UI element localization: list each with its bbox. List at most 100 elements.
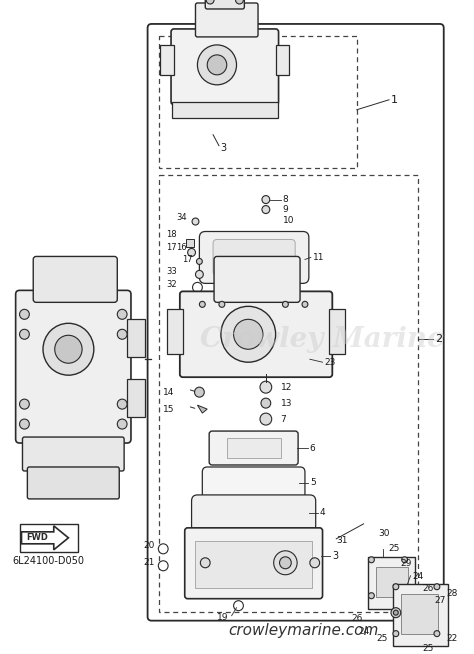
FancyBboxPatch shape: [180, 292, 332, 377]
Text: 9: 9: [283, 205, 288, 214]
FancyBboxPatch shape: [200, 232, 309, 283]
Circle shape: [117, 329, 127, 339]
Circle shape: [158, 544, 168, 554]
Circle shape: [188, 249, 195, 256]
Text: 3: 3: [220, 143, 226, 152]
Polygon shape: [21, 526, 68, 550]
Circle shape: [19, 419, 29, 429]
FancyBboxPatch shape: [33, 256, 117, 302]
Circle shape: [158, 560, 168, 571]
Text: 31: 31: [336, 536, 348, 545]
Circle shape: [391, 608, 401, 617]
FancyBboxPatch shape: [214, 256, 300, 302]
Text: 24: 24: [412, 572, 424, 581]
FancyBboxPatch shape: [191, 495, 316, 532]
Text: 7: 7: [281, 415, 286, 424]
Text: 21: 21: [144, 559, 155, 567]
Circle shape: [393, 610, 398, 615]
FancyBboxPatch shape: [205, 0, 245, 9]
Bar: [186, 239, 193, 247]
Text: 25: 25: [388, 544, 400, 553]
Circle shape: [192, 218, 199, 225]
Circle shape: [43, 323, 94, 375]
FancyBboxPatch shape: [185, 528, 322, 598]
Circle shape: [219, 301, 225, 307]
Circle shape: [302, 301, 308, 307]
Bar: [167, 309, 183, 354]
Circle shape: [234, 319, 263, 349]
Circle shape: [221, 306, 275, 362]
Text: 22: 22: [447, 634, 458, 643]
Bar: [368, 557, 415, 609]
Text: 5: 5: [310, 479, 316, 487]
Text: Crowley Marine: Crowley Marine: [200, 326, 445, 353]
Circle shape: [434, 584, 440, 590]
Bar: [195, 541, 312, 588]
Circle shape: [434, 630, 440, 636]
Text: 27: 27: [434, 596, 446, 605]
Circle shape: [19, 309, 29, 319]
Bar: [227, 438, 281, 458]
FancyBboxPatch shape: [202, 467, 305, 499]
FancyBboxPatch shape: [195, 3, 258, 37]
Text: 24: 24: [359, 627, 370, 636]
Circle shape: [117, 399, 127, 409]
FancyBboxPatch shape: [209, 431, 298, 465]
Bar: [172, 102, 278, 118]
Text: 13: 13: [281, 399, 292, 407]
Bar: [19, 524, 78, 552]
FancyBboxPatch shape: [27, 467, 119, 499]
Text: 33: 33: [166, 267, 177, 276]
Circle shape: [207, 55, 227, 75]
Bar: [159, 175, 419, 611]
Bar: [127, 379, 145, 417]
Text: 2: 2: [435, 334, 442, 344]
Circle shape: [262, 205, 270, 214]
Text: crowleymarine.com: crowleymarine.com: [228, 623, 378, 638]
Circle shape: [283, 301, 288, 307]
Bar: [275, 45, 289, 75]
Circle shape: [260, 413, 272, 425]
Text: 28: 28: [447, 589, 458, 598]
Bar: [329, 309, 345, 354]
Text: 15: 15: [163, 405, 175, 413]
Circle shape: [368, 593, 374, 598]
Circle shape: [401, 593, 408, 598]
Circle shape: [262, 196, 270, 203]
Circle shape: [19, 329, 29, 339]
Circle shape: [55, 336, 82, 363]
Text: 18: 18: [166, 230, 177, 239]
Text: 3: 3: [332, 551, 338, 560]
Bar: [393, 584, 447, 645]
Bar: [159, 36, 357, 167]
Polygon shape: [198, 405, 207, 413]
Text: 19: 19: [217, 613, 228, 622]
Circle shape: [117, 309, 127, 319]
FancyBboxPatch shape: [171, 29, 279, 105]
Circle shape: [280, 557, 291, 569]
Text: 17: 17: [166, 243, 177, 252]
Circle shape: [198, 45, 237, 85]
Text: 8: 8: [283, 195, 288, 204]
Circle shape: [393, 630, 399, 636]
Text: 25: 25: [376, 634, 388, 643]
Circle shape: [201, 558, 210, 568]
Circle shape: [401, 557, 408, 563]
Circle shape: [19, 399, 29, 409]
Text: 23: 23: [325, 358, 336, 367]
Text: 6L24100-D050: 6L24100-D050: [13, 556, 85, 566]
Circle shape: [117, 419, 127, 429]
Text: 26: 26: [422, 584, 434, 593]
Text: 16: 16: [176, 243, 187, 252]
Circle shape: [368, 557, 374, 563]
Text: 1: 1: [391, 95, 398, 105]
Circle shape: [393, 584, 399, 590]
Text: 14: 14: [163, 388, 174, 396]
Circle shape: [194, 387, 204, 397]
FancyBboxPatch shape: [213, 239, 295, 275]
Text: 12: 12: [281, 383, 292, 392]
Circle shape: [261, 398, 271, 408]
Text: 10: 10: [283, 216, 294, 225]
Text: 25: 25: [422, 644, 434, 653]
Text: 29: 29: [401, 559, 412, 568]
